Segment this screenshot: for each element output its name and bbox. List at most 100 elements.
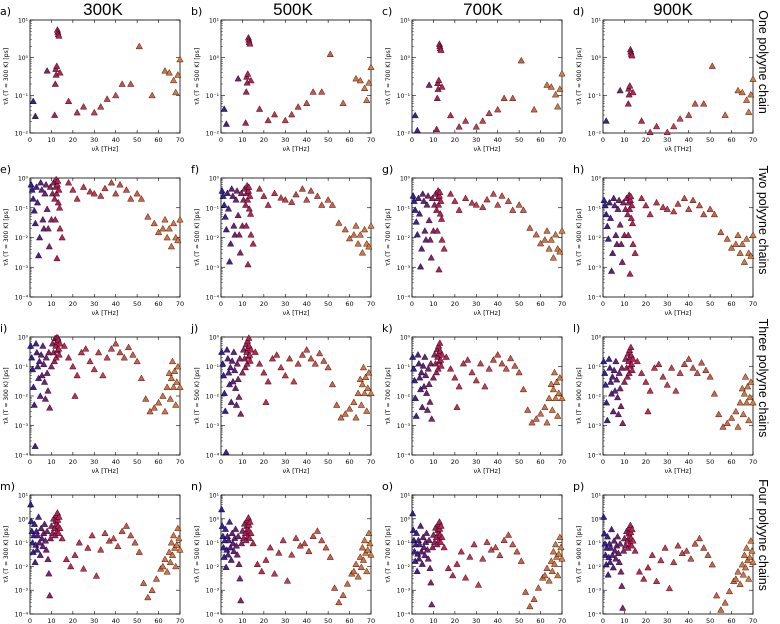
panel-m-point — [163, 568, 171, 575]
panel-j-point — [256, 360, 264, 367]
panel-j-point — [241, 363, 249, 371]
panel-c-point — [485, 109, 493, 116]
panel-j-point — [324, 363, 332, 371]
panel-j-point — [320, 357, 328, 364]
panel-o-point — [417, 547, 425, 555]
panel-l-point — [611, 387, 619, 394]
panel-e-point — [55, 186, 63, 193]
panel-e-ytick-label: 10⁻³ — [15, 265, 29, 272]
panel-o-label: o) — [382, 480, 393, 493]
panel-f-point — [228, 185, 236, 192]
panel-m-point — [47, 522, 55, 529]
panel-k-point — [547, 380, 555, 387]
panel-b-point — [367, 63, 375, 70]
panel-m-xtick-label: 70 — [176, 617, 184, 624]
panel-h-point — [732, 240, 740, 247]
panel-o-point — [412, 529, 421, 536]
panel-j-point — [307, 354, 315, 362]
panel-n-point — [364, 546, 372, 553]
panel-f-xtick-label: 60 — [345, 300, 353, 308]
panel-g-point — [414, 194, 422, 201]
panel-b-point — [309, 88, 317, 95]
panel-a-point — [55, 32, 63, 39]
panel-h-point — [749, 231, 757, 238]
panel-n-xtick-label: 60 — [345, 617, 353, 624]
panel-o-point — [522, 588, 530, 595]
panel-h-xtick-label: 30 — [663, 300, 671, 308]
panel-j-point — [220, 371, 228, 379]
panel-l-point — [663, 381, 671, 388]
panel-i-point — [60, 342, 68, 349]
panel-f-point — [356, 231, 364, 238]
panel-p-point — [604, 571, 612, 578]
panel-h-point — [734, 231, 742, 238]
panel-j-point — [303, 346, 311, 353]
panel-p-xtick-label: 10 — [620, 617, 628, 624]
panel-k-point — [447, 365, 455, 372]
panel-c-point — [472, 123, 480, 130]
panel-k-point — [423, 406, 431, 413]
panel-i-point — [174, 362, 182, 370]
panel-i-xtick-label: 70 — [176, 458, 184, 466]
panel-k-xtick-label: 10 — [429, 458, 437, 466]
panel-b-ylabel: τλ (T = 500 K) [ps] — [194, 48, 201, 105]
panel-o-point — [500, 536, 508, 543]
panel-n-point — [283, 577, 291, 584]
panel-n-xtick-label: 50 — [324, 617, 332, 624]
panel-m-point — [39, 542, 47, 550]
panel-h-point — [600, 196, 608, 203]
panel-g-point — [515, 201, 523, 208]
panel-p-frame — [602, 494, 754, 615]
panel-i-point — [41, 395, 49, 402]
panel-h-ylabel: τλ (T = 900 K) [ps] — [576, 209, 583, 266]
panel-k-point — [421, 353, 429, 360]
panel-m-xtick-label: 40 — [112, 617, 120, 624]
panel-m-point — [88, 531, 96, 539]
panel-e-point — [90, 189, 98, 197]
panel-p-xtick-label: 30 — [663, 617, 671, 624]
panel-j-point — [224, 354, 232, 362]
panel-n-point — [366, 539, 374, 547]
panel-d-label: d) — [573, 5, 584, 18]
panel-n-point — [326, 553, 334, 560]
panel-i-point — [146, 407, 154, 415]
panel-e-point — [40, 224, 48, 232]
panel-i-point — [30, 401, 38, 408]
panel-h-point — [638, 194, 646, 201]
panel-b-point — [281, 116, 289, 124]
panel-h-point — [612, 231, 620, 238]
panel-k-point — [507, 354, 515, 362]
panel-j-point — [235, 393, 243, 400]
panel-o-xtick-label: 10 — [429, 617, 437, 624]
panel-l-point — [736, 398, 744, 406]
panel-l-point — [623, 373, 631, 380]
panel-m-point — [41, 537, 49, 544]
panel-l-point — [706, 373, 714, 380]
panel-h-point — [663, 205, 671, 212]
panel-k-point — [532, 415, 540, 422]
panel-d-point — [646, 128, 654, 135]
panel-k-point — [541, 403, 549, 410]
panel-l-ytick-label: 10⁻⁴ — [588, 453, 602, 460]
panel-i-point — [161, 407, 169, 415]
panel-j-frame — [220, 336, 372, 456]
panel-k-point — [424, 365, 432, 372]
panel-o-point — [530, 595, 538, 602]
panel-f-point — [230, 222, 238, 229]
panel-o-point — [419, 533, 427, 540]
panel-l-point — [744, 382, 752, 390]
panel-k-point — [420, 382, 428, 390]
panel-a-point — [112, 91, 120, 99]
panel-m-point — [176, 546, 184, 553]
panel-i-point — [120, 354, 128, 361]
panel-p-ytick-label: 10⁰ — [591, 516, 602, 523]
panel-e-ytick-label: 10⁰ — [18, 176, 29, 183]
panel-h-point — [610, 194, 618, 201]
panel-h-xlabel: νλ [THz] — [665, 309, 692, 317]
panel-b-point — [363, 96, 371, 103]
panel-l-xtick-label: 0 — [601, 458, 605, 466]
panel-e-point — [133, 189, 141, 197]
panel-c-point — [530, 105, 538, 113]
panel-p-point — [628, 541, 636, 549]
panel-l-point — [606, 364, 614, 371]
